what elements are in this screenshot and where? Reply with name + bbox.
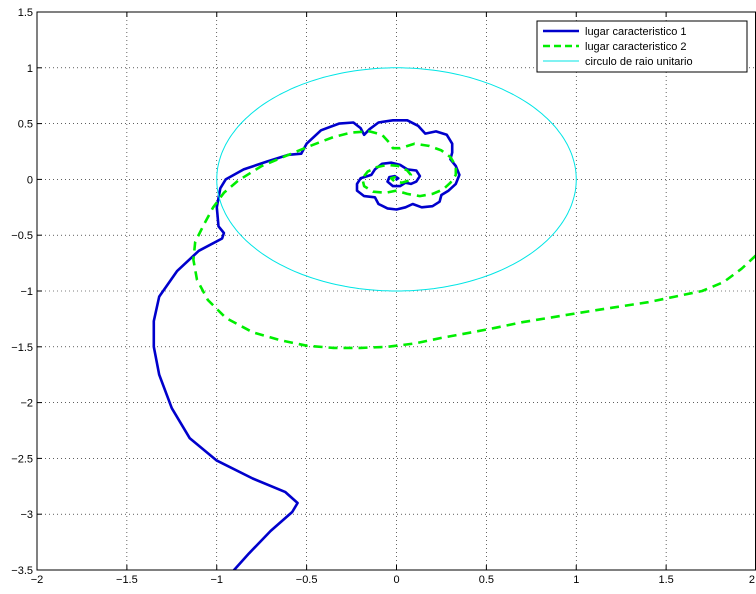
y-tick-label: −1 [20,286,33,298]
y-tick-label: −3.5 [11,565,33,577]
y-tick-label: −3 [20,509,33,521]
legend-label-3: circulo de raio unitario [585,56,693,68]
x-tick-label: 0.5 [479,574,494,586]
series-line-2 [192,130,756,350]
y-tick-label: −2 [20,398,33,410]
y-tick-label: −1.5 [11,342,33,354]
y-tick-label: 0.5 [18,119,33,131]
y-tick-label: 1.5 [18,7,33,19]
series-layer [152,67,756,570]
legend-label-2: lugar caracteristico 2 [585,41,687,53]
legend: lugar caracteristico 1 lugar caracteristi… [536,20,748,73]
series-line-3 [216,67,577,292]
y-tick-label: −2.5 [11,453,33,465]
x-tick-label: 1 [573,574,579,586]
x-tick-label: −1 [210,574,223,586]
y-tick-label: 1 [27,63,33,75]
x-tick-label: −1.5 [116,574,138,586]
x-tick-label: 0 [393,574,399,586]
legend-label-1: lugar caracteristico 1 [585,26,687,38]
series-line-1 [152,119,461,570]
axes: −2 −1.5 −1 −0.5 0 0.5 1 1.5 2 1.5 1 0.5 0 −0.5 −1 −1.5 −… [11,7,756,586]
y-tick-label: −0.5 [11,230,33,242]
x-tick-label: −2 [31,574,44,586]
x-tick-label: 1.5 [658,574,673,586]
x-tick-label: 2 [749,574,755,586]
x-tick-label: −0.5 [296,574,318,586]
y-tick-label: 0 [27,174,33,186]
